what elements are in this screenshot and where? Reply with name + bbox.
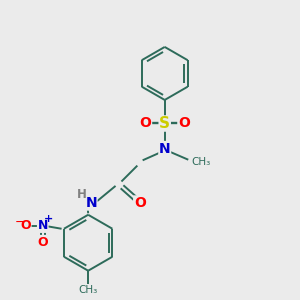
Text: O: O <box>38 236 48 248</box>
Text: CH₃: CH₃ <box>191 157 211 167</box>
Text: S: S <box>159 116 170 131</box>
Text: +: + <box>44 214 53 224</box>
Text: N: N <box>85 196 97 210</box>
Text: −: − <box>14 216 25 230</box>
Text: CH₃: CH₃ <box>79 285 98 296</box>
Text: N: N <box>159 142 170 155</box>
Text: N: N <box>38 219 48 232</box>
Text: O: O <box>20 219 31 232</box>
Text: O: O <box>140 116 152 130</box>
Text: O: O <box>134 196 146 210</box>
Text: O: O <box>178 116 190 130</box>
Text: H: H <box>77 188 87 201</box>
